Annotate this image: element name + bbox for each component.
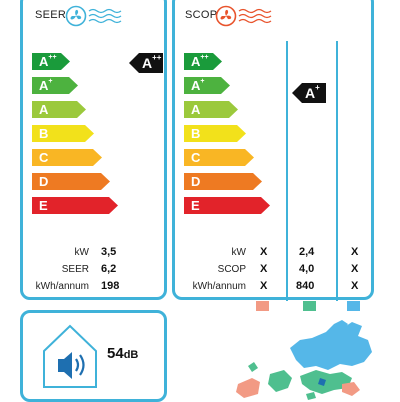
europe-climate-map <box>236 320 372 400</box>
zone-swatch-colder <box>347 301 360 311</box>
scop-value-scop-zone3: X <box>351 263 359 275</box>
scop-class-letter: D <box>191 174 201 189</box>
scop-panel: SCOP A++ A+ A B C D E A+ kW X 2,4 X SCOP X 4,0… <box>172 0 374 301</box>
scop-value-kw-zone3: X <box>351 246 359 258</box>
scop-class-a-bar: A <box>184 101 238 118</box>
scop-label-kw: kW <box>231 247 246 258</box>
scop-column-divider-2 <box>336 41 338 301</box>
sound-level: 54dB <box>107 345 138 362</box>
seer-rating-arrow: A++ <box>129 53 163 73</box>
seer-label-kw: kW <box>74 247 89 258</box>
seer-class-letter: A <box>39 102 49 117</box>
scop-class-letter: A <box>191 102 201 117</box>
seer-class-e-bar: E <box>32 197 118 214</box>
seer-class-letter: D <box>39 174 49 189</box>
scop-class-letter: A <box>191 54 201 69</box>
scop-label-kwh: kWh/annum <box>192 281 246 292</box>
scop-class-letter: A <box>191 78 201 93</box>
scop-class-b-bar: B <box>184 125 246 142</box>
scop-class-letter: B <box>191 126 201 141</box>
scop-value-scop-zone1: X <box>260 263 268 275</box>
scop-column-divider-1 <box>286 41 288 301</box>
seer-class-c-bar: C <box>32 149 102 166</box>
sound-house-icon <box>43 324 97 388</box>
seer-class-plus: ++ <box>48 54 57 61</box>
seer-title: SEER <box>35 9 67 21</box>
scop-class-a-plus2-bar: A++ <box>184 53 222 70</box>
zone-swatch-average <box>303 301 316 311</box>
sound-panel: 54dB <box>20 310 167 402</box>
scop-class-plus: + <box>200 78 205 85</box>
scop-value-scop-zone2: 4,0 <box>299 263 315 275</box>
seer-panel: SEER A++ A+ A B C D E A++ kW 3,5 SEER 6,2 kWh/… <box>20 0 167 300</box>
scop-class-d-bar: D <box>184 173 262 190</box>
scop-class-letter: E <box>191 198 200 213</box>
seer-class-b-bar: B <box>32 125 94 142</box>
scop-value-kwh-zone1: X <box>260 280 268 292</box>
seer-class-d-bar: D <box>32 173 110 190</box>
seer-value-kwh: 198 <box>101 280 120 292</box>
scop-class-letter: C <box>191 150 201 165</box>
sound-value: 54 <box>107 345 124 362</box>
seer-class-letter: A <box>39 54 49 69</box>
scop-rating-arrow: A+ <box>292 83 326 103</box>
seer-class-plus: + <box>48 78 53 85</box>
scop-class-plus: ++ <box>200 54 209 61</box>
heating-fan-icon <box>215 5 272 27</box>
seer-class-a-plus2-bar: A++ <box>32 53 70 70</box>
scop-class-e-bar: E <box>184 197 270 214</box>
scop-class-a-plus1-bar: A+ <box>184 77 230 94</box>
seer-class-letter: B <box>39 126 49 141</box>
scop-value-kw-zone2: 2,4 <box>299 246 315 258</box>
scop-value-kw-zone1: X <box>260 246 268 258</box>
sound-unit: dB <box>123 349 139 361</box>
zone-swatch-warmer <box>256 301 269 311</box>
scop-value-kwh-zone2: 840 <box>296 280 315 292</box>
scop-class-c-bar: C <box>184 149 254 166</box>
seer-class-letter: E <box>39 198 48 213</box>
seer-class-letter: A <box>39 78 49 93</box>
seer-value-seer: 6,2 <box>101 263 117 275</box>
seer-value-kw: 3,5 <box>101 246 117 258</box>
seer-label-kwh: kWh/annum <box>35 281 89 292</box>
seer-label-seer: SEER <box>61 264 89 275</box>
seer-class-a-plus1-bar: A+ <box>32 77 78 94</box>
scop-label-scop: SCOP <box>217 264 246 275</box>
scop-title: SCOP <box>185 9 218 21</box>
scop-value-kwh-zone3: X <box>351 280 359 292</box>
seer-class-a-bar: A <box>32 101 86 118</box>
cooling-fan-icon <box>65 5 122 27</box>
seer-class-letter: C <box>39 150 49 165</box>
